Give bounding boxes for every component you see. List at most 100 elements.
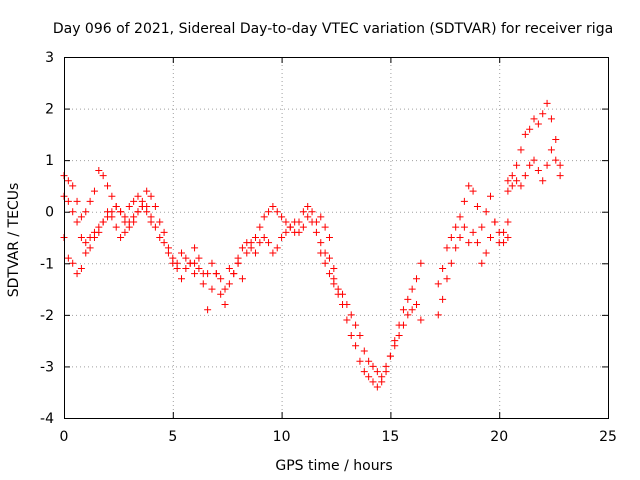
series-sat-track-1 bbox=[60, 166, 242, 293]
data-point bbox=[217, 290, 225, 298]
data-point bbox=[134, 192, 142, 200]
series-sat-track-8 bbox=[434, 218, 512, 319]
data-point bbox=[151, 223, 159, 231]
data-point bbox=[356, 357, 364, 365]
data-layer bbox=[60, 99, 564, 391]
y-tick-label: -3 bbox=[40, 359, 54, 375]
y-tick-label: 1 bbox=[45, 153, 54, 169]
data-point bbox=[221, 301, 229, 309]
data-point bbox=[195, 264, 203, 272]
data-point bbox=[69, 182, 77, 190]
data-point bbox=[234, 254, 242, 262]
data-point bbox=[90, 234, 98, 241]
data-point bbox=[482, 249, 490, 257]
data-point bbox=[208, 259, 216, 267]
data-point bbox=[352, 321, 360, 329]
data-point bbox=[182, 264, 190, 272]
data-point bbox=[543, 161, 551, 169]
data-point bbox=[238, 275, 246, 283]
data-point bbox=[486, 192, 494, 200]
data-point bbox=[90, 187, 98, 195]
data-point bbox=[108, 192, 116, 200]
data-point bbox=[399, 321, 407, 329]
data-point bbox=[178, 249, 186, 257]
data-point bbox=[373, 368, 381, 376]
data-point bbox=[73, 197, 81, 205]
x-tick-label: 0 bbox=[60, 429, 69, 445]
data-point bbox=[404, 311, 412, 319]
data-point bbox=[486, 234, 494, 241]
data-point bbox=[413, 301, 421, 309]
data-point bbox=[378, 373, 386, 381]
data-point bbox=[156, 234, 164, 241]
data-point bbox=[325, 270, 333, 278]
data-point bbox=[360, 347, 368, 355]
data-point bbox=[495, 228, 503, 236]
data-point bbox=[530, 115, 538, 123]
data-point bbox=[369, 362, 377, 370]
data-point bbox=[243, 239, 251, 247]
data-point bbox=[104, 213, 112, 221]
data-point bbox=[539, 110, 547, 118]
data-point bbox=[64, 177, 72, 185]
data-point bbox=[369, 378, 377, 386]
data-point bbox=[308, 218, 316, 226]
data-point bbox=[178, 275, 186, 283]
data-point bbox=[452, 223, 460, 231]
x-tick-label: 5 bbox=[168, 429, 177, 445]
data-point bbox=[478, 223, 486, 231]
data-point bbox=[526, 161, 534, 169]
data-point bbox=[64, 254, 72, 262]
data-point bbox=[282, 218, 290, 226]
data-point bbox=[552, 136, 560, 144]
data-point bbox=[530, 156, 538, 164]
data-point bbox=[151, 203, 159, 211]
data-point bbox=[365, 357, 373, 365]
data-point bbox=[504, 177, 512, 185]
data-point bbox=[256, 223, 264, 231]
series-sat-track-10 bbox=[504, 99, 564, 185]
data-point bbox=[299, 208, 307, 216]
series-sat-track-7 bbox=[330, 275, 425, 381]
data-point bbox=[334, 285, 342, 293]
series-sat-track-11 bbox=[504, 146, 564, 195]
data-point bbox=[417, 259, 425, 267]
x-axis-label: GPS time / hours bbox=[275, 458, 392, 474]
data-point bbox=[339, 290, 347, 298]
data-point bbox=[208, 285, 216, 293]
series-sat-track-4 bbox=[191, 203, 333, 314]
data-point bbox=[99, 218, 107, 226]
data-point bbox=[130, 197, 138, 205]
data-point bbox=[456, 213, 464, 221]
data-point bbox=[347, 331, 355, 339]
data-point bbox=[173, 264, 181, 272]
data-point bbox=[73, 218, 81, 226]
data-point bbox=[130, 218, 138, 226]
data-point bbox=[325, 234, 333, 241]
data-point bbox=[69, 259, 77, 267]
data-point bbox=[539, 177, 547, 185]
data-point bbox=[217, 275, 225, 283]
data-point bbox=[134, 208, 142, 216]
data-point bbox=[225, 280, 233, 288]
data-point bbox=[469, 187, 477, 195]
data-point bbox=[482, 208, 490, 216]
data-point bbox=[199, 270, 207, 278]
data-point bbox=[521, 172, 529, 180]
data-point bbox=[121, 213, 129, 221]
data-point bbox=[443, 275, 451, 283]
data-point bbox=[69, 208, 77, 216]
plot-frame bbox=[64, 57, 609, 419]
data-point bbox=[417, 316, 425, 324]
data-point bbox=[182, 254, 190, 262]
data-point bbox=[321, 223, 329, 231]
data-point bbox=[260, 213, 268, 221]
x-tick-label: 20 bbox=[490, 429, 508, 445]
series-sat-track-3 bbox=[60, 192, 155, 252]
data-point bbox=[556, 172, 564, 180]
data-point bbox=[286, 223, 294, 231]
data-point bbox=[147, 218, 155, 226]
data-point bbox=[382, 362, 390, 370]
data-point bbox=[269, 203, 277, 211]
data-point bbox=[251, 234, 259, 241]
